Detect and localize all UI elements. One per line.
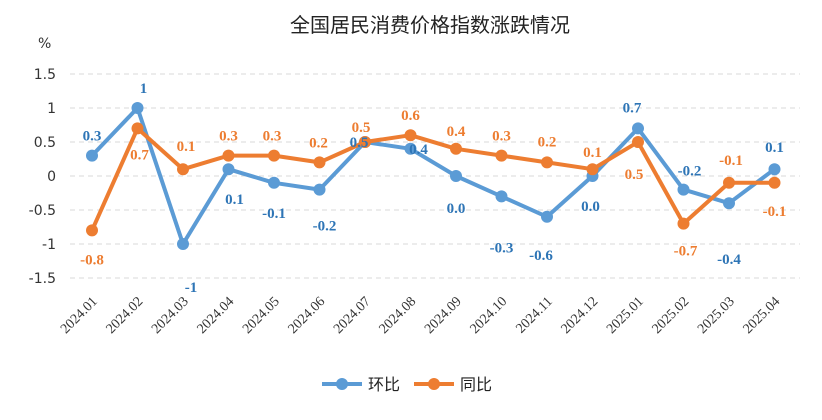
y-axis-ticks: 1.5 1 0.5 0 -0.5 -1 -1.5 <box>29 67 56 287</box>
x-tick-label: 2024.06 <box>286 294 329 337</box>
data-label: -0.1 <box>262 206 286 222</box>
data-label: 0.4 <box>409 142 428 158</box>
data-label: 0.3 <box>263 129 282 145</box>
legend-marker <box>428 378 440 390</box>
legend-label: 同比 <box>460 375 492 394</box>
data-point <box>723 197 735 210</box>
series-lines <box>86 102 781 250</box>
data-label: -0.7 <box>674 244 698 260</box>
data-label: 0.1 <box>225 192 244 208</box>
data-point <box>723 176 735 189</box>
data-point <box>404 142 417 155</box>
legend-label: 环比 <box>368 375 400 394</box>
y-axis-unit-label: % <box>38 36 51 52</box>
data-label: 0.3 <box>83 129 102 145</box>
data-point <box>586 163 599 176</box>
y-tick-label: 0.5 <box>34 135 56 151</box>
data-label: 0.0 <box>447 201 466 217</box>
data-label: 0.0 <box>581 199 600 215</box>
data-point <box>268 149 280 162</box>
data-label: 0.5 <box>625 167 644 183</box>
data-point <box>222 149 235 162</box>
data-label: 0.1 <box>177 139 196 155</box>
data-point <box>177 238 189 250</box>
x-tick-label: 2025.03 <box>695 294 738 337</box>
x-tick-label: 2025.01 <box>604 294 647 337</box>
data-label: 0.3 <box>219 129 238 145</box>
data-label: -0.6 <box>529 248 553 264</box>
y-tick-label: 1.5 <box>34 67 56 83</box>
y-tick-label: -1.5 <box>29 271 56 287</box>
data-point <box>86 224 98 237</box>
data-label: 0.1 <box>765 140 784 156</box>
legend-marker <box>336 378 348 390</box>
data-label: 1 <box>140 81 148 97</box>
y-tick-label: -0.5 <box>29 203 56 219</box>
data-label: -0.1 <box>719 153 743 169</box>
data-point <box>495 190 508 203</box>
data-point <box>768 163 781 176</box>
x-tick-label: 2024.02 <box>104 294 147 337</box>
y-tick-label: 1 <box>47 101 56 117</box>
series-line <box>90 126 775 232</box>
data-labels: 0.3 1 -1 0.1 -0.1 -0.2 0.5 0.4 0.0 -0.3 -0.6 0.0 0.7… <box>80 81 786 296</box>
data-point <box>768 176 781 189</box>
x-tick-label: 2024.07 <box>331 294 374 337</box>
data-point <box>86 149 98 162</box>
data-point <box>131 102 144 114</box>
series-line <box>90 106 776 246</box>
data-point <box>450 170 462 182</box>
x-tick-label: 2025.02 <box>650 294 693 337</box>
data-point <box>177 163 189 176</box>
data-point <box>404 129 417 142</box>
data-point <box>632 136 644 148</box>
data-point <box>268 176 280 189</box>
data-label: 0.2 <box>309 135 328 151</box>
y-tick-label: 0 <box>47 169 56 185</box>
x-axis-ticks: 2024.01 2024.02 2024.03 2024.04 2024.05 2024.… <box>58 294 783 337</box>
x-tick-label: 2024.09 <box>422 294 465 337</box>
x-tick-label: 2024.08 <box>377 294 420 337</box>
x-tick-label: 2024.03 <box>149 294 192 337</box>
data-label: 0.7 <box>130 147 149 163</box>
data-label: -0.4 <box>717 252 741 268</box>
data-label: -0.1 <box>763 204 787 220</box>
x-tick-label: 2024.01 <box>58 294 101 337</box>
data-label: -0.8 <box>80 252 104 268</box>
x-tick-label: 2024.04 <box>195 294 238 337</box>
data-label: -1 <box>185 280 198 296</box>
data-label: -0.2 <box>678 164 702 180</box>
x-tick-label: 2024.05 <box>240 294 283 337</box>
data-label: -0.2 <box>313 219 337 235</box>
data-label: -0.3 <box>490 240 514 256</box>
data-point <box>313 183 326 196</box>
data-point <box>450 142 462 155</box>
data-point <box>222 163 235 176</box>
x-tick-label: 2024.11 <box>513 294 555 336</box>
data-label: 0.1 <box>583 145 602 161</box>
data-label: 0.5 <box>352 120 371 136</box>
data-point <box>359 136 371 148</box>
data-point <box>495 149 508 162</box>
data-point <box>677 183 690 196</box>
chart-title: 全国居民消费价格指数涨跌情况 <box>290 13 570 37</box>
data-point <box>677 217 690 230</box>
y-tick-label: -1 <box>42 237 56 253</box>
data-point <box>313 156 326 169</box>
data-point <box>632 122 644 135</box>
data-point <box>131 122 144 135</box>
data-label: 0.4 <box>447 124 466 140</box>
data-label: 0.5 <box>350 135 369 151</box>
legend: 环比 同比 <box>322 375 492 394</box>
data-label: 0.6 <box>401 108 420 124</box>
data-label: 0.3 <box>492 129 511 145</box>
x-tick-label: 2024.12 <box>559 294 602 337</box>
x-tick-label: 2024.10 <box>468 294 511 337</box>
x-tick-label: 2025.04 <box>741 294 784 337</box>
data-label: 0.2 <box>538 134 557 150</box>
data-point <box>541 156 553 169</box>
data-point <box>541 210 553 223</box>
data-label: 0.7 <box>623 100 642 116</box>
